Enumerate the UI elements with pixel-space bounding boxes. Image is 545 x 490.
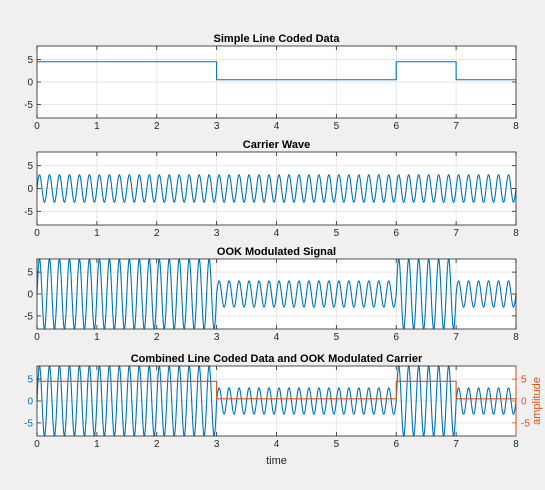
x-tick-label: 8 xyxy=(513,121,519,132)
x-tick-label: 4 xyxy=(274,439,280,450)
x-tick-label: 7 xyxy=(453,439,459,450)
x-tick-label: 5 xyxy=(334,439,340,450)
y-tick-label: 5 xyxy=(27,375,33,386)
x-tick-label: 2 xyxy=(154,439,160,450)
x-tick-label: 0 xyxy=(34,332,40,343)
chart-title: Simple Line Coded Data xyxy=(214,33,341,45)
x-tick-label: 5 xyxy=(334,332,340,343)
x-tick-label: 5 xyxy=(334,121,340,132)
y-right-tick-label: -5 xyxy=(521,418,530,429)
y-tick-label: 0 xyxy=(27,290,33,301)
y-right-tick-label: 5 xyxy=(521,375,527,386)
x-tick-label: 2 xyxy=(154,332,160,343)
chart-title: Carrier Wave xyxy=(243,139,310,151)
x-tick-label: 2 xyxy=(154,121,160,132)
y-tick-label: 0 xyxy=(27,397,33,408)
x-tick-label: 6 xyxy=(393,228,399,239)
x-tick-label: 8 xyxy=(513,439,519,450)
y-tick-label: -5 xyxy=(24,418,33,429)
x-tick-label: 3 xyxy=(214,228,220,239)
x-tick-label: 8 xyxy=(513,228,519,239)
x-tick-label: 3 xyxy=(214,121,220,132)
x-tick-label: 8 xyxy=(513,332,519,343)
x-tick-label: 2 xyxy=(154,228,160,239)
y-tick-label: -5 xyxy=(24,207,33,218)
y-tick-label: 5 xyxy=(27,161,33,172)
x-tick-label: 5 xyxy=(334,228,340,239)
series-line-1 xyxy=(36,258,517,330)
series-line-1 xyxy=(37,61,516,81)
y-tick-label: 0 xyxy=(27,184,33,195)
x-tick-label: 1 xyxy=(94,439,100,450)
x-tick-label: 7 xyxy=(453,228,459,239)
y-right-tick-label: 0 xyxy=(521,397,527,408)
y-tick-label: 0 xyxy=(27,78,33,89)
x-tick-label: 0 xyxy=(34,439,40,450)
series-line-1 xyxy=(36,365,517,437)
x-tick-label: 3 xyxy=(214,439,220,450)
x-tick-label: 4 xyxy=(274,228,280,239)
x-tick-label: 6 xyxy=(393,121,399,132)
y-tick-label: 5 xyxy=(27,268,33,279)
x-tick-label: 3 xyxy=(214,332,220,343)
x-axis-label: time xyxy=(266,455,287,467)
y-right-axis-label: amplitude xyxy=(531,377,543,425)
x-tick-label: 1 xyxy=(94,121,100,132)
x-tick-label: 4 xyxy=(274,332,280,343)
series-line-2 xyxy=(37,380,516,400)
x-tick-label: 4 xyxy=(274,121,280,132)
y-tick-label: -5 xyxy=(24,100,33,111)
x-tick-label: 7 xyxy=(453,332,459,343)
x-tick-label: 6 xyxy=(393,332,399,343)
x-tick-label: 0 xyxy=(34,121,40,132)
chart-title: OOK Modulated Signal xyxy=(217,246,336,258)
x-tick-label: 1 xyxy=(94,332,100,343)
x-tick-label: 6 xyxy=(393,439,399,450)
y-tick-label: -5 xyxy=(24,311,33,322)
x-tick-label: 0 xyxy=(34,228,40,239)
x-tick-label: 7 xyxy=(453,121,459,132)
chart-title: Combined Line Coded Data and OOK Modulat… xyxy=(131,353,423,365)
series-line-1 xyxy=(36,174,517,203)
y-tick-label: 5 xyxy=(27,55,33,66)
x-tick-label: 1 xyxy=(94,228,100,239)
